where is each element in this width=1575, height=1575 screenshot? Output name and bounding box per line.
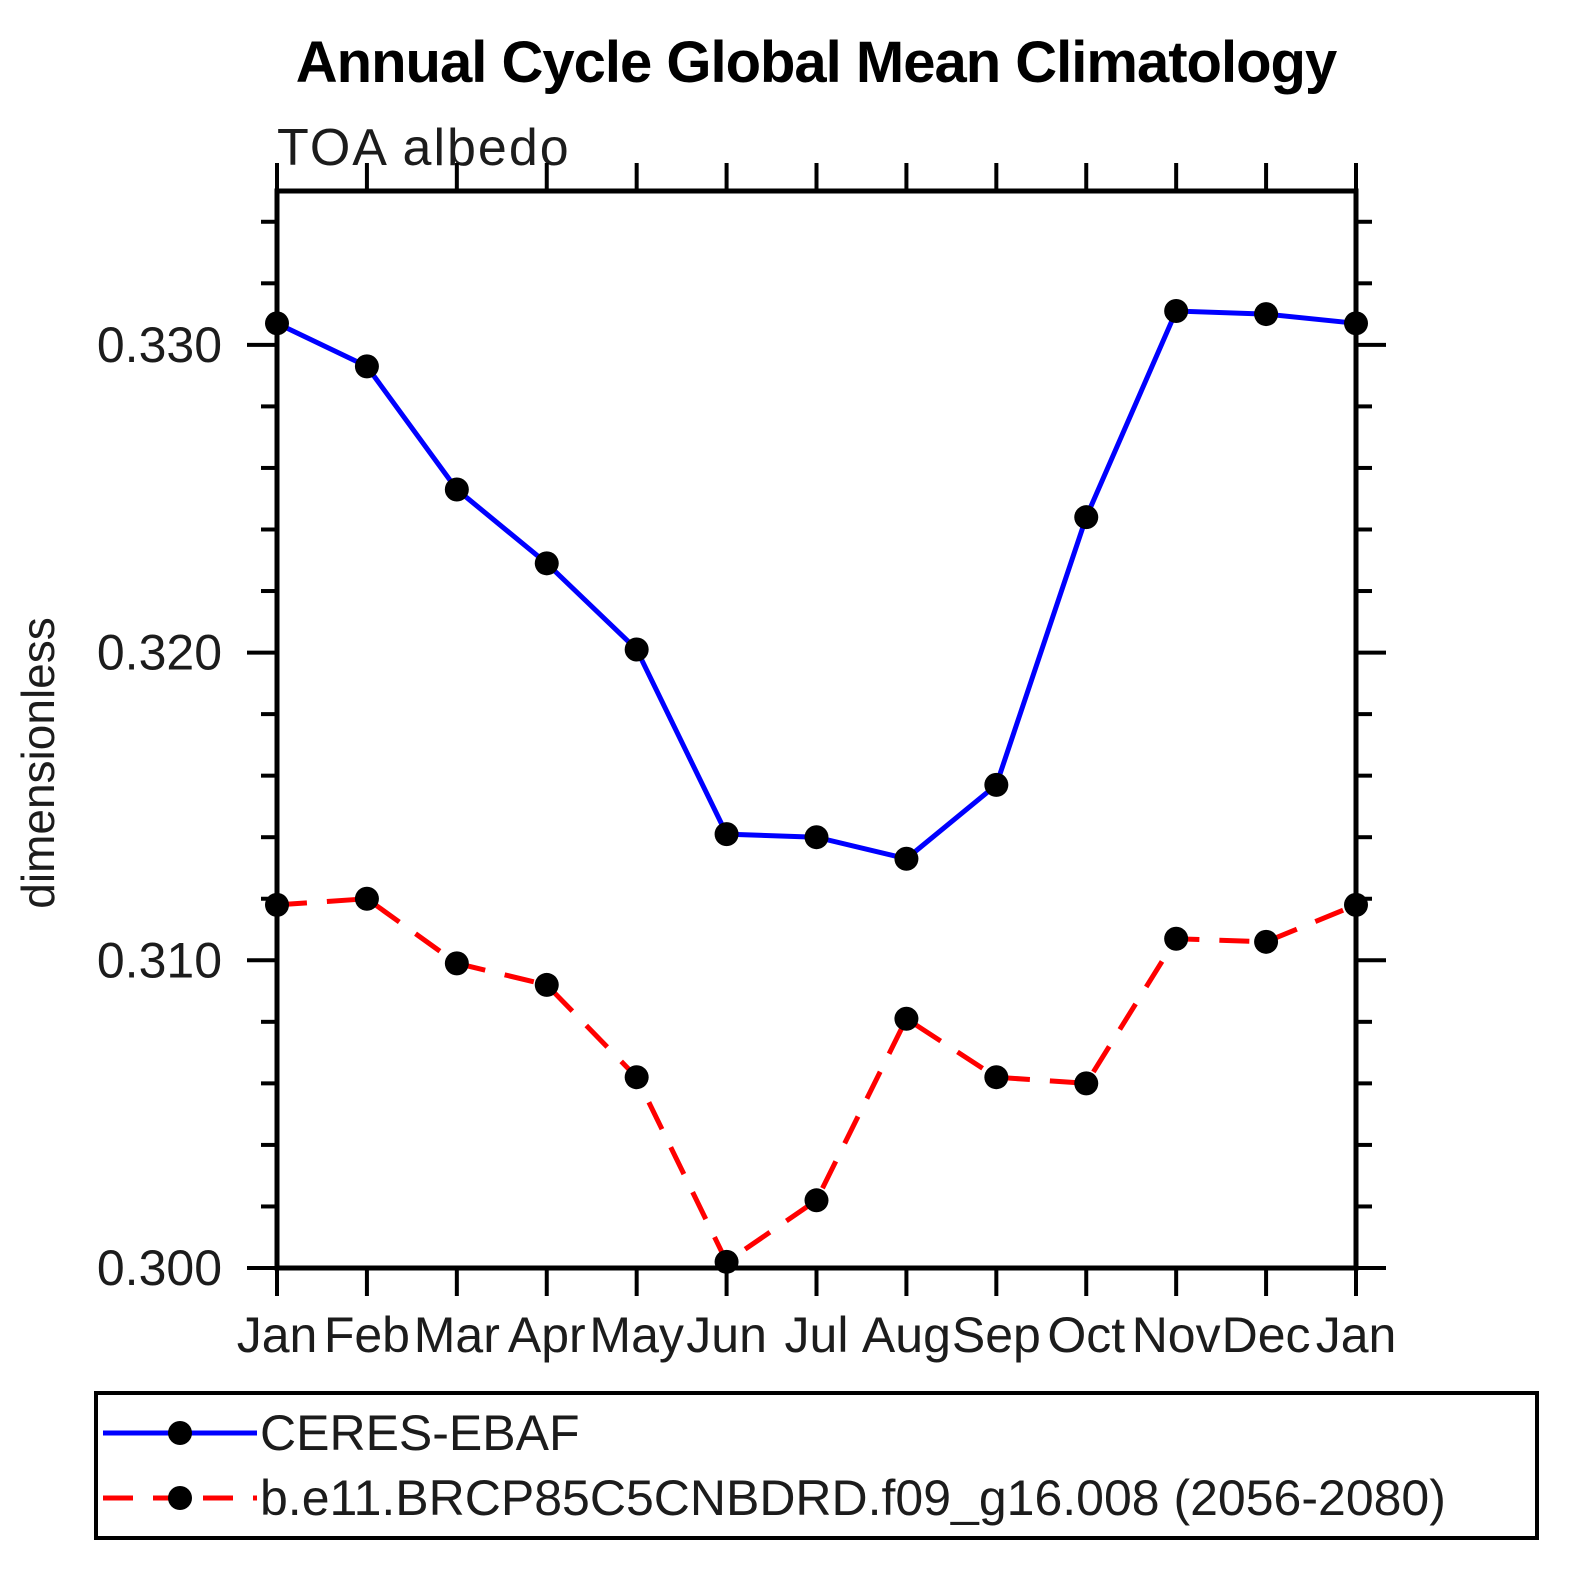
x-tick-label: Nov bbox=[1132, 1307, 1221, 1363]
plot-frame bbox=[274, 188, 1359, 1271]
legend: CERES-EBAF b.e11.BRCP85C5CNBDRD.f09_g16.0… bbox=[94, 1391, 1539, 1540]
page-title: Annual Cycle Global Mean Climatology bbox=[296, 30, 1337, 95]
series-1-point bbox=[624, 1065, 649, 1090]
x-tick-label: Mar bbox=[414, 1307, 500, 1363]
x-tick-label: Jan bbox=[237, 1307, 318, 1363]
series-0-point bbox=[444, 477, 469, 502]
series-0-point bbox=[714, 822, 739, 847]
series-1-point bbox=[804, 1188, 829, 1213]
x-tick-label: Dec bbox=[1222, 1307, 1311, 1363]
legend-label-0: CERES-EBAF bbox=[260, 1405, 580, 1461]
series-1-point bbox=[714, 1249, 739, 1274]
legend-box bbox=[94, 1391, 1539, 1540]
series-1-point bbox=[354, 886, 379, 911]
series-0-point bbox=[1344, 311, 1368, 336]
series-0-point bbox=[984, 772, 1009, 797]
x-tick-label: Aug bbox=[862, 1307, 951, 1363]
y-tick-label: 0.330 bbox=[97, 317, 222, 373]
series-1-point bbox=[1074, 1071, 1099, 1096]
series-1-point bbox=[265, 892, 289, 917]
series-0-point bbox=[624, 637, 649, 662]
series-1-point bbox=[984, 1065, 1009, 1090]
y-tick-label: 0.300 bbox=[97, 1240, 222, 1296]
series-1-point bbox=[534, 972, 559, 997]
series-0-point bbox=[1254, 302, 1279, 327]
series-0-point bbox=[894, 846, 919, 871]
x-tick-label: Apr bbox=[508, 1307, 586, 1363]
series-0-point bbox=[354, 354, 379, 379]
series-1-point bbox=[1164, 926, 1189, 951]
x-tick-label: Sep bbox=[952, 1307, 1041, 1363]
series-0-point bbox=[265, 311, 289, 336]
series-line-0 bbox=[275, 308, 1357, 862]
plot-area: Jan Feb Mar Apr May Jun Jul Aug Sep Oct Nov Dec Jan0… bbox=[97, 163, 1396, 1363]
series-1-point bbox=[444, 951, 469, 976]
series-0-point bbox=[804, 825, 829, 850]
x-tick-label: May bbox=[589, 1307, 683, 1363]
legend-label-1: b.e11.BRCP85C5CNBDRD.f09_g16.008 (2056-2… bbox=[260, 1470, 1446, 1526]
y-tick-label: 0.310 bbox=[97, 932, 222, 988]
series-0-point bbox=[534, 551, 559, 576]
legend-marker-0 bbox=[168, 1421, 192, 1445]
y-axis-label: dimensionless bbox=[12, 617, 64, 908]
x-tick-label: Oct bbox=[1047, 1307, 1125, 1363]
series-1-point bbox=[894, 1006, 919, 1031]
x-tick-label: Jan bbox=[1316, 1307, 1397, 1363]
chart-subtitle: TOA albedo bbox=[277, 119, 571, 177]
series-0-point bbox=[1164, 299, 1189, 324]
legend-marker-1 bbox=[168, 1486, 192, 1510]
x-tick-label: Jun bbox=[686, 1307, 767, 1363]
series-0-point bbox=[1074, 505, 1099, 530]
series-1-point bbox=[1344, 892, 1368, 917]
y-tick-label: 0.320 bbox=[97, 625, 222, 681]
series-1-point bbox=[1254, 929, 1279, 954]
x-tick-label: Feb bbox=[324, 1307, 410, 1363]
x-tick-label: Jul bbox=[785, 1307, 849, 1363]
